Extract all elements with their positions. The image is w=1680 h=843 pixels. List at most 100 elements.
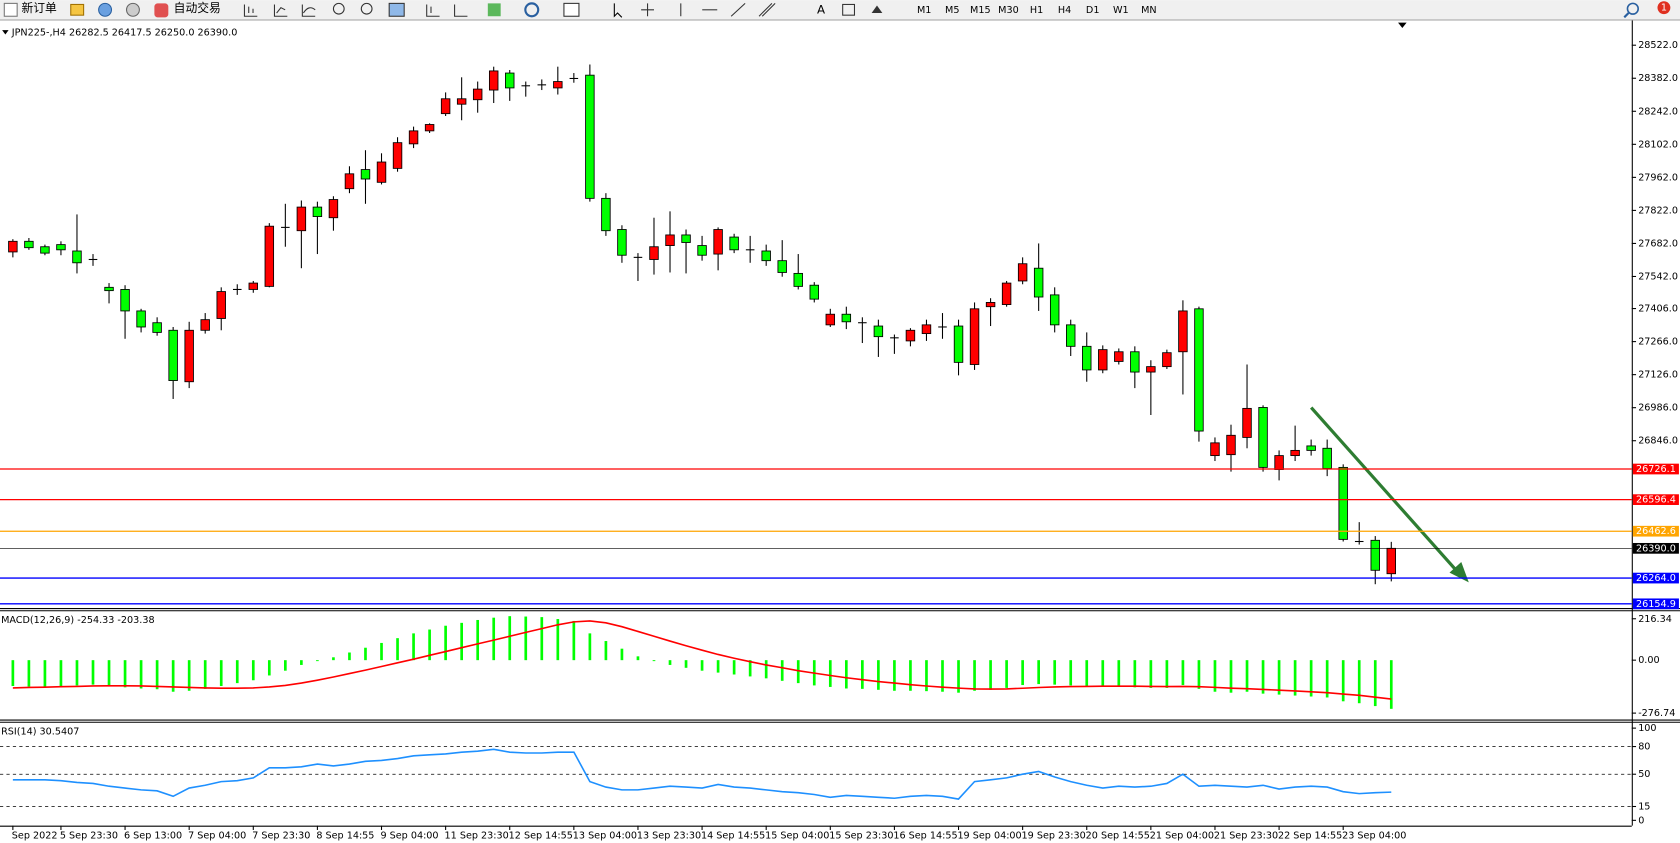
candle-body: [296, 206, 307, 232]
auto-trading-icon[interactable]: [154, 3, 169, 18]
x-tick-label: 5 Sep 23:30: [60, 830, 118, 841]
candle-body: [312, 206, 323, 217]
timeframe-button[interactable]: M15: [970, 5, 991, 16]
symbol-info: JPN225-,H4 26282.5 26417.5 26250.0 26390…: [11, 27, 238, 38]
price-level-tag: [1632, 542, 1679, 554]
timeframe-button[interactable]: M5: [945, 5, 959, 16]
candle-body: [905, 329, 916, 342]
candle-body: [456, 98, 467, 105]
candle-body: [793, 272, 803, 287]
y-tick-label: 28382.0: [1638, 73, 1678, 84]
tile-windows[interactable]: [388, 2, 405, 17]
candle-body: [825, 313, 836, 326]
y-tick-label: 0.00: [1638, 655, 1659, 666]
candle-body: [617, 229, 627, 256]
crosshair-tool[interactable]: [641, 3, 654, 17]
shift-marker: [1398, 22, 1407, 29]
arrows-tool[interactable]: [871, 5, 883, 14]
toolbar-icon[interactable]: [125, 2, 140, 17]
candle-body: [921, 324, 932, 335]
zoom-in[interactable]: [332, 2, 345, 15]
channel-tool[interactable]: [758, 2, 776, 17]
toolbar-icon[interactable]: [70, 3, 85, 16]
timeframe-button[interactable]: H1: [1030, 5, 1043, 16]
candle-body: [168, 329, 178, 381]
candle-body: [200, 319, 210, 331]
macd-signal: [12, 620, 1392, 700]
candle-body: [1001, 282, 1012, 305]
candle-body: [1049, 294, 1060, 326]
x-tick-label: 20 Sep 14:55: [1086, 830, 1150, 841]
candle-body: [1322, 447, 1332, 470]
candle-body: [104, 286, 114, 292]
cursor-tool[interactable]: [613, 3, 623, 18]
price-level-tag: [1632, 525, 1679, 537]
periods[interactable]: [524, 2, 540, 18]
toolbar-icon[interactable]: [454, 4, 468, 17]
y-tick-label: 216.34: [1638, 614, 1672, 625]
auto-trading-button[interactable]: 自动交易: [174, 1, 221, 15]
candle-body: [681, 234, 691, 243]
candle-body: [585, 74, 595, 199]
candle-body: [392, 142, 403, 169]
candle-body: [424, 124, 435, 132]
candle-body: [1386, 547, 1396, 575]
toolbar-icon[interactable]: [426, 4, 440, 17]
y-tick-label: -276.74: [1638, 708, 1675, 719]
symbol-marker: [2, 30, 9, 35]
candle-body: [8, 240, 18, 253]
x-tick-label: 19 Sep 23:30: [1022, 830, 1086, 841]
search[interactable]: [1626, 2, 1639, 15]
candle-body: [376, 161, 387, 183]
zoom-out[interactable]: [360, 2, 373, 15]
y-tick-label: 28102.0: [1638, 139, 1678, 150]
text-tool[interactable]: A: [817, 2, 825, 16]
candle-body: [1146, 366, 1156, 373]
y-tick-label: 27682.0: [1638, 238, 1678, 249]
candle-body: [697, 245, 707, 256]
timeframe-button[interactable]: W1: [1113, 5, 1129, 16]
candle-body: [841, 313, 852, 323]
price-level-tag: [1632, 494, 1679, 505]
x-tick-label: 15 Sep 04:00: [765, 830, 829, 841]
trendline-tool[interactable]: [730, 2, 746, 17]
x-tick-label: 7 Sep 04:00: [188, 830, 246, 841]
label-tool[interactable]: [842, 3, 856, 16]
timeframe-button[interactable]: M30: [998, 5, 1019, 16]
x-tick-label: 6 Sep 13:00: [124, 830, 182, 841]
x-tick-label: 14 Sep 14:55: [701, 830, 765, 841]
toolbar-icon[interactable]: [98, 2, 113, 17]
toolbar-icon[interactable]: [301, 4, 316, 17]
x-tick-label: 22 Sep 14:55: [1278, 830, 1342, 841]
indicators[interactable]: [487, 3, 501, 17]
candle-body: [216, 291, 226, 319]
price-level-label: 26264.0: [1636, 573, 1676, 584]
toolbar-icon[interactable]: [273, 4, 288, 17]
trend-arrow-head: [1449, 561, 1469, 583]
timeframe-button[interactable]: M1: [917, 5, 931, 16]
price-level-tag: [1632, 463, 1679, 475]
x-tick-label: 21 Sep 23:30: [1214, 830, 1278, 841]
candle-body: [24, 240, 34, 249]
y-tick-label: 26986.0: [1638, 403, 1678, 414]
new-order-icon[interactable]: [3, 2, 18, 17]
candle-body: [328, 199, 339, 219]
price-level-tag: [1632, 598, 1679, 610]
candle-body: [1082, 345, 1092, 371]
notification-badge[interactable]: [1657, 1, 1671, 15]
candle-body: [729, 236, 739, 251]
candle-body: [873, 325, 884, 338]
candle-body: [488, 70, 499, 91]
timeframe-button[interactable]: H4: [1058, 5, 1071, 16]
timeframe-button[interactable]: D1: [1086, 5, 1100, 16]
candle-body: [1274, 455, 1284, 470]
timeframe-button[interactable]: MN: [1141, 5, 1157, 16]
y-tick-label: 27126.0: [1638, 370, 1678, 381]
candle-body: [1130, 351, 1140, 373]
candle-body: [184, 329, 194, 383]
new-order-button[interactable]: 新订单: [21, 1, 57, 15]
toolbar-icon[interactable]: [243, 4, 258, 17]
templates[interactable]: [563, 2, 580, 17]
candle-body: [1226, 434, 1236, 456]
